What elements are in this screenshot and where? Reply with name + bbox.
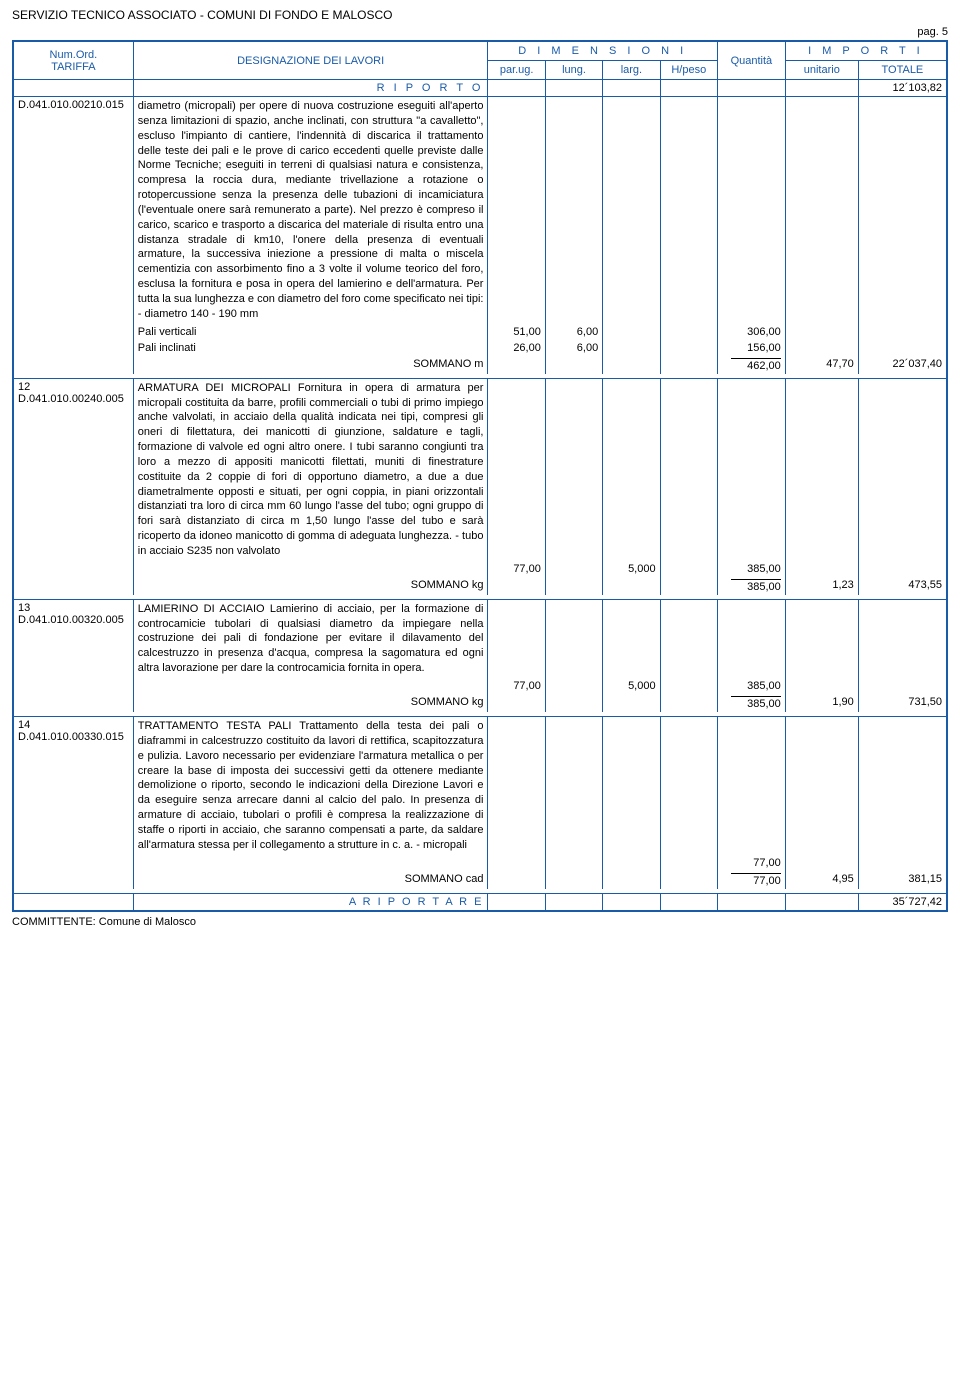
item-desc: TRATTAMENTO TESTA PALI Trattamento della… [133,717,488,855]
cell-larg: 5,000 [603,678,660,694]
th-parug: par.ug. [488,61,545,80]
sommano-unitario: 47,70 [785,356,858,374]
item-tariffa: D.041.010.00210.015 [13,97,133,324]
item-desc: diametro (micropali) per opere di nuova … [133,97,488,324]
footer-committente: COMMITTENTE: Comune di Malosco [12,916,948,928]
th-hpeso: H/peso [660,61,717,80]
page-number: pag. 5 [12,26,948,38]
item-tariffa: 12D.041.010.00240.005 [13,378,133,561]
cell-parug: 77,00 [488,678,545,694]
sommano-totale: 381,15 [858,871,947,889]
riportare-label: A R I P O R T A R E [133,893,488,911]
item-line-label: Pali inclinati [133,340,488,356]
item-tariffa: 14D.041.010.00330.015 [13,717,133,855]
cell-qta: 385,00 [717,561,785,577]
th-importi: I M P O R T I [785,41,947,61]
cell-parug: 51,00 [488,324,545,340]
works-table: Num.Ord. TARIFFA DESIGNAZIONE DEI LAVORI… [12,40,948,912]
item-desc: LAMIERINO DI ACCIAIO Lamierino di acciai… [133,599,488,678]
sommano-totale: 731,50 [858,694,947,712]
cell-parug: 26,00 [488,340,545,356]
header-title: SERVIZIO TECNICO ASSOCIATO - COMUNI DI F… [12,8,948,22]
th-quantita: Quantità [717,41,785,80]
sommano-unitario: 1,90 [785,694,858,712]
sommano-label: SOMMANO kg [133,577,488,595]
sommano-label: SOMMANO cad [133,871,488,889]
sommano-unitario: 1,23 [785,577,858,595]
th-lung: lung. [545,61,602,80]
th-unitario: unitario [785,61,858,80]
riporto-totale: 12´103,82 [858,80,947,97]
cell-lung: 6,00 [545,340,602,356]
sommano-totale: 473,55 [858,577,947,595]
item-tariffa: 13D.041.010.00320.005 [13,599,133,678]
cell-larg: 5,000 [603,561,660,577]
item-line-label: Pali verticali [133,324,488,340]
cell-parug: 77,00 [488,561,545,577]
th-larg: larg. [603,61,660,80]
sommano-label: SOMMANO m [133,356,488,374]
item-desc: ARMATURA DEI MICROPALI Fornitura in oper… [133,378,488,561]
sommano-qta: 385,00 [717,577,785,595]
cell-lung: 6,00 [545,324,602,340]
sommano-label: SOMMANO kg [133,694,488,712]
sommano-unitario: 4,95 [785,871,858,889]
th-totale: TOTALE [858,61,947,80]
cell-qta: 77,00 [717,855,785,871]
riporto-label: R I P O R T O [133,80,488,97]
cell-qta: 306,00 [717,324,785,340]
th-dimensioni: D I M E N S I O N I [488,41,718,61]
th-tariffa: Num.Ord. TARIFFA [13,41,133,80]
riportare-totale: 35´727,42 [858,893,947,911]
th-designazione: DESIGNAZIONE DEI LAVORI [133,41,488,80]
sommano-totale: 22´037,40 [858,356,947,374]
sommano-qta: 77,00 [717,871,785,889]
cell-qta: 385,00 [717,678,785,694]
cell-qta: 156,00 [717,340,785,356]
sommano-qta: 462,00 [717,356,785,374]
sommano-qta: 385,00 [717,694,785,712]
